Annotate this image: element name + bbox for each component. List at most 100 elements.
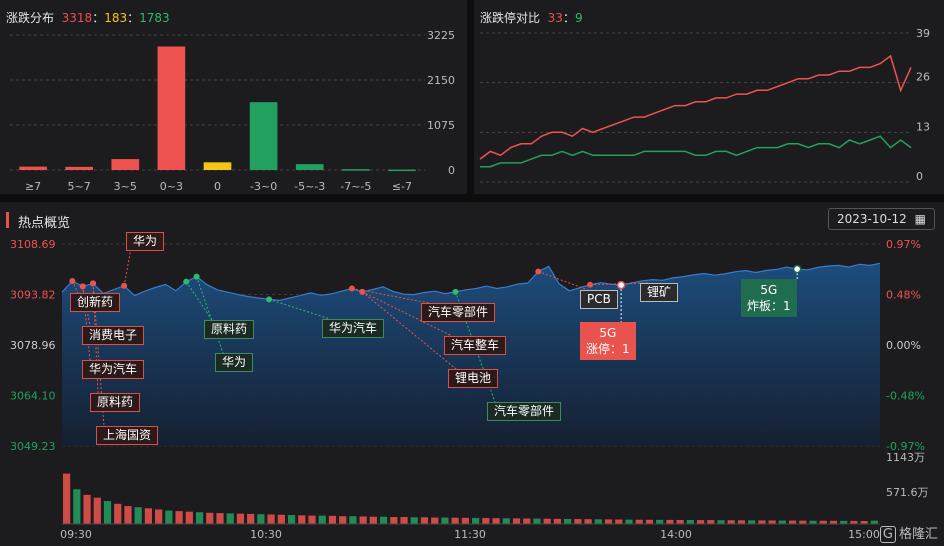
- flag-tag[interactable]: 5G 炸板：1: [741, 279, 797, 317]
- annotation-tag[interactable]: 原料药: [90, 393, 141, 412]
- volume-bar: [543, 518, 551, 524]
- volume-bar: [155, 509, 163, 524]
- annotation-dot: [69, 277, 76, 284]
- volume-bar: [73, 489, 81, 524]
- annotation-leader: [268, 298, 331, 320]
- annotation-dot: [535, 268, 542, 275]
- volume-bar: [277, 514, 285, 524]
- volume-bar: [267, 514, 275, 524]
- annotation-dot: [266, 296, 273, 303]
- annotation-leader: [362, 291, 453, 337]
- y-tick-left: 3049.23: [10, 440, 56, 453]
- volume-bar: [93, 497, 101, 524]
- y-tick-right: -0.48%: [886, 390, 925, 403]
- limit-ratio-title-text: 涨跌停对比: [480, 11, 541, 25]
- annotation-tag[interactable]: 华为: [126, 232, 165, 251]
- volume-bar: [400, 517, 408, 524]
- volume-bar: [236, 513, 245, 524]
- volume-bar: [850, 520, 858, 524]
- volume-bar: [441, 517, 449, 524]
- annotation-tag[interactable]: 华为汽车: [82, 360, 145, 379]
- bar: [388, 169, 416, 172]
- volume-bar: [492, 518, 500, 524]
- annotation-dot: [121, 282, 128, 289]
- annotation-tag[interactable]: 汽车零部件: [421, 303, 496, 322]
- y-tick-label: 39: [916, 27, 930, 40]
- volume-bar: [298, 515, 306, 524]
- volume-bar: [216, 513, 224, 524]
- volume-bar: [461, 517, 469, 524]
- volume-bar: [584, 519, 592, 524]
- volume-bar: [63, 473, 71, 524]
- volume-bar: [860, 520, 868, 524]
- annotation-tag[interactable]: 汽车整车: [444, 336, 507, 355]
- volume-bar: [175, 511, 183, 524]
- flag-tag[interactable]: 5G 涨停：1: [580, 322, 636, 360]
- volume-bar: [676, 519, 684, 524]
- x-tick-label: ≤-7: [392, 180, 412, 193]
- annotation-tag[interactable]: 上海国资: [96, 426, 159, 445]
- volume-bar: [748, 520, 756, 524]
- title-accent: [6, 212, 9, 228]
- volume-bar: [339, 516, 347, 524]
- volume-bar: [768, 520, 776, 524]
- volume-bar: [472, 517, 480, 524]
- y-tick-label: 0: [448, 164, 455, 177]
- flag-dot: [616, 280, 626, 290]
- volume-bar: [287, 515, 296, 524]
- hot-panel: 热点概览 2023-10-12 ▦ 3108.69 0.97% 3093.82 0.4…: [0, 202, 944, 546]
- limit-ratio-title: 涨跌停对比 33：9: [480, 11, 583, 25]
- x-tick-label: 0: [214, 180, 221, 193]
- annotation-tag[interactable]: 华为: [215, 353, 254, 372]
- volume-bar: [359, 516, 367, 524]
- flag-line2: 涨停：1: [586, 342, 630, 356]
- volume-bar: [737, 520, 746, 524]
- annotation-tag[interactable]: 华为汽车: [322, 319, 385, 338]
- volume-bar: [799, 520, 807, 524]
- volume-bar: [819, 520, 827, 524]
- volume-tick: 1143万: [886, 451, 925, 464]
- volume-bar: [349, 516, 357, 524]
- annotation-tag[interactable]: 锂电池: [448, 369, 499, 388]
- limit-down-line: [480, 135, 912, 168]
- x-tick-label: 11:30: [454, 528, 486, 541]
- bar: [295, 164, 324, 170]
- volume-bar: [625, 519, 633, 524]
- y-tick-right: 0.48%: [886, 289, 921, 302]
- calendar-icon[interactable]: ▦: [914, 212, 926, 226]
- x-tick-label: 15:00: [848, 528, 880, 541]
- y-tick-left: 3093.82: [10, 289, 56, 302]
- volume-bar: [83, 494, 91, 524]
- annotation-dot: [587, 281, 594, 288]
- volume-bar: [829, 520, 838, 524]
- annotation-dot: [348, 285, 355, 292]
- annotation-dot: [79, 283, 86, 290]
- volume-bar: [696, 520, 705, 524]
- annotation-tag[interactable]: 汽车零部件: [487, 402, 562, 421]
- annotation-tag[interactable]: 消费电子: [82, 326, 145, 345]
- x-tick-label: -5~-3: [294, 180, 325, 193]
- volume-bar: [247, 513, 255, 524]
- flag-line2: 炸板：1: [747, 299, 791, 313]
- y-tick-label: 0: [916, 170, 923, 183]
- annotation-tag[interactable]: 锂矿: [640, 283, 679, 302]
- x-tick-label: ≥7: [25, 180, 41, 193]
- volume-bar: [144, 508, 153, 524]
- y-tick-label: 13: [916, 120, 930, 133]
- volume-bar: [257, 514, 265, 524]
- bar: [157, 46, 186, 170]
- distribution-panel: 涨跌分布 3318：183：1783 3225 2150 1075 0 ≥7 5~7 3~5…: [0, 0, 467, 194]
- y-tick-left: 3108.69: [10, 238, 56, 251]
- volume-tick: 571.6万: [886, 486, 929, 499]
- volume-bar: [594, 519, 602, 524]
- distribution-title-text: 涨跌分布: [6, 11, 55, 25]
- annotation-tag[interactable]: 原料药: [204, 320, 255, 339]
- annotation-tag[interactable]: 创新药: [70, 293, 121, 312]
- annotation-tag[interactable]: PCB: [580, 290, 618, 309]
- logo-icon: G: [879, 526, 896, 543]
- x-tick-label: 14:00: [660, 528, 692, 541]
- y-tick-right: 0.97%: [886, 238, 921, 251]
- up-count: 3318: [61, 11, 93, 25]
- y-tick-label: 3225: [427, 29, 455, 42]
- date-picker[interactable]: 2023-10-12 ▦: [828, 208, 935, 230]
